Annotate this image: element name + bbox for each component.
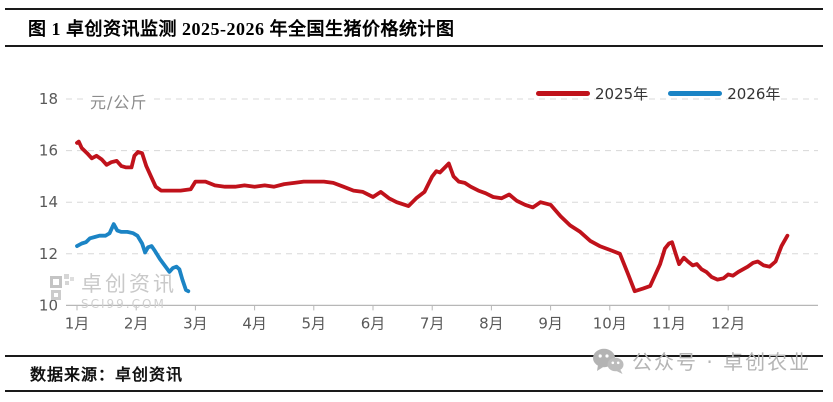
svg-text:7月: 7月: [420, 314, 445, 332]
svg-text:5月: 5月: [302, 314, 327, 332]
legend-label-2026: 2026年: [727, 85, 781, 103]
svg-text:12月: 12月: [711, 314, 745, 332]
svg-text:12: 12: [39, 245, 58, 263]
footer-top-rule: [5, 355, 823, 357]
sci99-watermark-text: 卓创资讯 SCI99.COM: [81, 272, 177, 311]
svg-text:18: 18: [39, 90, 58, 108]
sci99-brand-text: 卓创资讯: [81, 272, 177, 296]
sci99-logo-icon: [50, 274, 74, 300]
wechat-watermark: 公众号 · 卓创农业: [592, 346, 811, 375]
svg-text:3月: 3月: [183, 314, 208, 332]
title-underline-rule: [5, 45, 823, 47]
svg-text:11月: 11月: [652, 314, 686, 332]
sci99-watermark: 卓创资讯 SCI99.COM: [50, 272, 177, 311]
svg-text:1月: 1月: [65, 314, 90, 332]
sci99-site-text: SCI99.COM: [81, 297, 166, 311]
bottom-rule: [5, 390, 823, 392]
wechat-watermark-text: 公众号 · 卓创农业: [632, 350, 812, 374]
svg-text:16: 16: [39, 142, 58, 160]
figure-title: 图 1 卓创资讯监测 2025-2026 年全国生猪价格统计图: [28, 19, 455, 39]
legend-swatch-2025: [536, 91, 590, 96]
svg-text:8月: 8月: [479, 314, 504, 332]
y-axis-unit-label: 元/公斤: [86, 89, 152, 113]
svg-text:2月: 2月: [124, 314, 149, 332]
svg-text:10月: 10月: [593, 314, 627, 332]
svg-text:14: 14: [39, 193, 58, 211]
top-rule: [5, 8, 823, 10]
legend-swatch-2026: [668, 91, 723, 96]
legend-item-2025: 2025年: [536, 83, 648, 104]
svg-text:4月: 4月: [242, 314, 267, 332]
legend-item-2026: 2026年: [668, 83, 780, 104]
svg-text:9月: 9月: [538, 314, 563, 332]
chart-legend: 2025年 2026年: [536, 83, 780, 104]
wechat-icon: [593, 348, 624, 374]
data-source-label: 数据来源：卓创资讯: [30, 367, 184, 384]
legend-label-2025: 2025年: [595, 85, 649, 103]
svg-text:6月: 6月: [361, 314, 386, 332]
